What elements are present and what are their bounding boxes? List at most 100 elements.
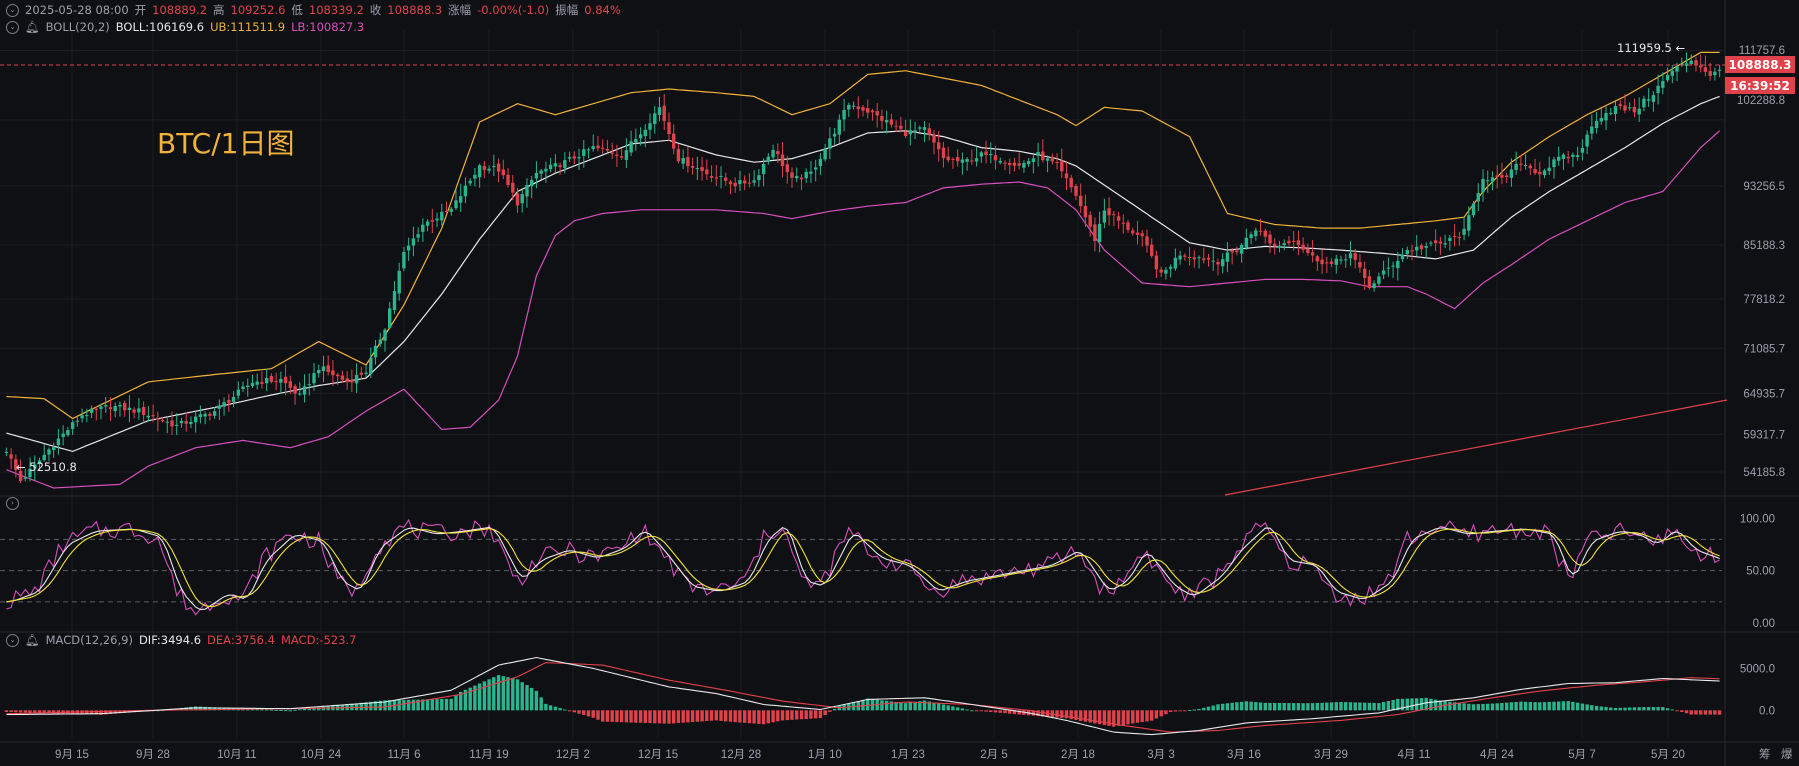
candle-body (591, 146, 595, 150)
macd-histogram-bar (1334, 702, 1338, 711)
candle-body (1221, 259, 1225, 267)
macd-histogram-bar (951, 706, 955, 711)
candle-body (866, 108, 870, 113)
macd-histogram-bar (1367, 702, 1372, 711)
chart-title: BTC/1日图 (157, 127, 295, 160)
high-value: 109252.6 (230, 3, 286, 17)
candle-body (1060, 160, 1064, 172)
candle-body (1656, 85, 1660, 94)
macd-histogram-bar (520, 682, 524, 711)
candle-body (1642, 98, 1646, 108)
candle-body (141, 407, 146, 415)
candle-body (629, 141, 633, 153)
candle-body (1310, 252, 1315, 256)
candle-body (1547, 167, 1551, 171)
candle-body (388, 308, 392, 328)
macd-name[interactable]: MACD(12,26,9) (45, 633, 133, 647)
candle-body (1443, 243, 1447, 245)
candle-body (146, 415, 150, 418)
candle-body (307, 384, 311, 386)
candle-body (1012, 162, 1017, 166)
trend-line[interactable] (1224, 399, 1728, 496)
candle-body (1457, 236, 1461, 238)
macd-histogram-bar (1277, 703, 1282, 711)
macd-histogram-bar (425, 699, 430, 711)
time-axis-label: 3月 16 (1227, 749, 1261, 761)
candle-body (137, 408, 141, 413)
candle-body (4, 452, 9, 453)
candle-body (1008, 162, 1012, 166)
macd-histogram-bar (1348, 702, 1353, 711)
macd-histogram-bar (307, 708, 311, 711)
macd-histogram-bar (610, 710, 614, 722)
candle-body (1528, 165, 1532, 169)
candle-body (217, 405, 221, 409)
liquidation-button[interactable]: 爆 (1781, 747, 1793, 761)
candle-body (1003, 162, 1007, 164)
candle-body (1542, 170, 1547, 175)
collapse-icon[interactable]: ⌄ (6, 633, 19, 647)
candle-body (998, 161, 1002, 163)
high-annotation: 111959.5 ← (1617, 41, 1686, 55)
macd-histogram-bar (1353, 702, 1357, 711)
macd-histogram-bar (1292, 703, 1296, 711)
candle-body (875, 111, 879, 116)
candle-body (974, 158, 979, 162)
candle-body (1235, 250, 1239, 253)
candle-body (1424, 246, 1428, 248)
candle-body (577, 157, 581, 159)
macd-histogram-bar (629, 710, 633, 723)
candle-body (250, 382, 255, 386)
candle-body (435, 218, 439, 221)
macd-histogram-bar (1680, 710, 1684, 712)
price-axis-label: 64935.7 (1743, 388, 1785, 400)
candle-body (274, 381, 278, 383)
expand-icon[interactable]: › (6, 496, 19, 510)
macd-histogram-bar (18, 710, 23, 713)
candle-body (771, 149, 775, 158)
macd-histogram-bar (795, 710, 799, 720)
collapse-icon[interactable]: ⌄ (6, 20, 19, 34)
candle-body (42, 454, 46, 461)
macd-histogram-bar (1618, 707, 1622, 711)
macd-histogram-bar (411, 699, 416, 711)
candle-body (392, 291, 397, 310)
candle-body (246, 385, 250, 387)
candle-body (198, 414, 203, 417)
macd-histogram-bar (643, 710, 647, 723)
candle-body (1419, 245, 1424, 250)
candle-body (321, 366, 326, 372)
candle-body (501, 169, 505, 176)
candle-body (761, 164, 766, 175)
macd-histogram-bar (1613, 708, 1618, 711)
macd-histogram-bar (1296, 703, 1301, 711)
macd-histogram-bar (255, 709, 259, 711)
candle-body (525, 185, 529, 197)
macd-histogram-bar (705, 710, 709, 721)
countdown-tag: 16:39:52 (1725, 77, 1795, 94)
macd-histogram-bar (378, 700, 382, 711)
boll-name[interactable]: BOLL(20,2) (45, 20, 110, 34)
bell-icon[interactable]: 🔔︎ (25, 633, 40, 647)
candle-body (1211, 260, 1215, 262)
collapse-icon[interactable]: ⌄ (6, 3, 19, 17)
macd-histogram-bar (373, 701, 378, 711)
macd-histogram-bar (198, 706, 203, 711)
candle-body (1107, 208, 1111, 216)
candle-body (960, 159, 965, 163)
candle-body (903, 131, 908, 137)
macd-histogram-bar (918, 701, 922, 711)
candle-body (473, 174, 477, 179)
chip-distribution-button[interactable]: 筹 (1759, 747, 1771, 761)
candle-body (847, 104, 851, 110)
macd-histogram-bar (364, 702, 368, 711)
macd-histogram-bar (1457, 702, 1461, 711)
candle-body (851, 105, 856, 107)
candle-body (425, 221, 430, 226)
candle-body (156, 418, 160, 420)
macd-histogram-bar (1661, 707, 1665, 711)
candle-body (709, 176, 714, 178)
macd-histogram-bar (1410, 698, 1414, 711)
bell-icon[interactable]: 🔔︎ (25, 20, 40, 34)
